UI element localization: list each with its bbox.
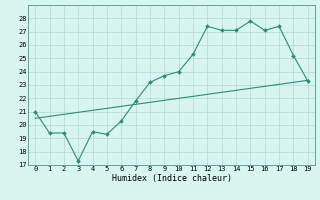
X-axis label: Humidex (Indice chaleur): Humidex (Indice chaleur) [111,174,231,183]
